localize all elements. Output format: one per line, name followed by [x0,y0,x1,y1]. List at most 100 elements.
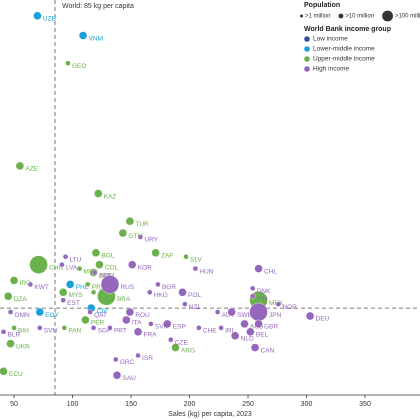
x-tick-label: 350 [359,401,371,408]
point-label: DZA [14,296,28,303]
point-label: DOM [99,272,114,279]
point [148,321,154,327]
point [90,325,97,331]
point [125,307,135,317]
point-label: LTU [70,256,82,263]
legend-label: High income [313,66,350,73]
point [27,281,34,288]
point-label: UKR [16,343,30,350]
point-label: OMN [15,312,30,319]
point [240,319,249,329]
legend-size [382,10,393,22]
point-label: CAN [261,347,275,354]
point [118,228,128,238]
point-label: BOL [101,253,114,260]
x-axis-label: Sales (kg) per capita, 2023 [168,411,252,418]
x-tick-label: 50 [10,401,18,408]
point-label: CHN [49,264,63,271]
point-label: IRL [225,328,236,335]
legend-label: Low income [313,36,348,43]
point [15,161,25,171]
point-label: MYS [69,292,84,299]
legend-label: >10 million [345,14,374,20]
point-label: ESP [173,324,186,331]
point-label: VNM [89,35,103,42]
point [133,327,143,336]
point-label: SLV [190,256,202,263]
point-label: EST [67,300,80,307]
point [107,325,113,331]
point [275,301,282,307]
point [192,265,199,272]
point-label: RUS [120,284,134,291]
point [305,311,315,321]
point-label: HKG [154,292,168,299]
point-label: BRA [117,296,131,303]
point-label: PAN [68,328,81,335]
point-label: LVA [66,264,78,271]
point-label: NOR [282,304,297,311]
point-label: ITA [132,320,142,327]
point-label: HUN [199,268,213,275]
point-label: CHE [203,328,217,335]
point [81,315,90,325]
point [168,337,174,343]
point [250,285,256,292]
point [7,309,14,315]
point-label: QAT [94,312,107,319]
point-label: GBR [264,324,278,331]
point [137,234,144,240]
point-label: SVK [155,324,169,331]
point-label: SVN [44,328,58,335]
point [92,269,98,276]
point-label: KAZ [104,193,117,200]
point-label: PRY [92,284,106,291]
point-label: CZE [175,339,189,346]
point-label: CIV [97,308,109,315]
point [218,325,224,331]
x-tick-label: 300 [301,401,313,408]
point [250,343,260,352]
legend-label: Upper-middle income [313,56,375,63]
point-label: SAU [122,375,136,382]
point-label: PER [91,320,105,327]
point-label: BIH [18,328,29,335]
point [125,216,135,226]
point-label: POL [188,292,201,299]
point-label: SGP [98,328,112,335]
point-label: PHL [76,284,89,291]
point [9,276,19,285]
legend-marker [304,66,310,72]
point-label: AUT [222,312,235,319]
point-label: TUR [135,221,149,228]
point-label: SWE [237,312,252,319]
legend-title: Population [304,2,340,9]
point-label: NLD [241,335,254,342]
x-tick-label: 200 [184,401,196,408]
point-label: AZE [25,166,38,173]
point-label: CHL [264,268,277,275]
point [122,315,131,325]
point [6,339,15,348]
point [59,261,65,268]
point [249,302,268,322]
point [87,309,93,315]
point-label: ECU [9,371,23,378]
point-label: DNK [257,288,271,295]
point [151,248,160,258]
point [250,293,256,299]
point [37,325,43,331]
point [0,329,7,335]
legend-size [300,14,303,18]
point [11,325,17,331]
point-label: ISR [142,355,153,362]
point [100,275,120,294]
point [0,367,8,376]
point [95,260,104,269]
point [182,301,188,307]
point [163,319,172,329]
legend-label: >100 million [395,14,420,20]
point-label: GTM [128,233,142,240]
